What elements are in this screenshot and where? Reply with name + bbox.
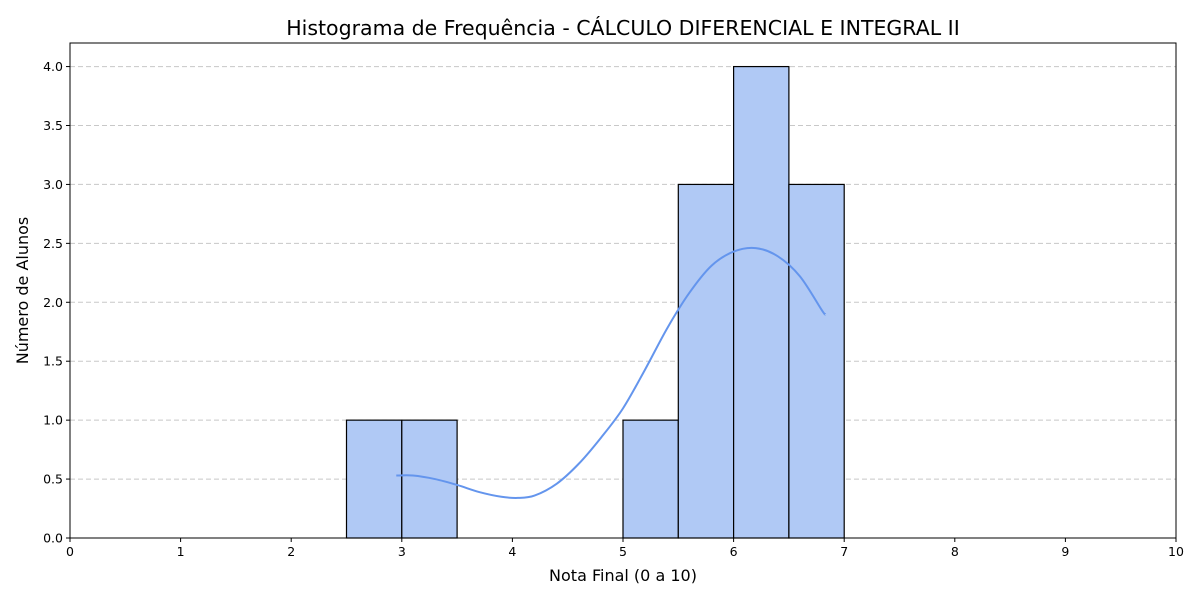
y-tick-label: 4.0 — [43, 59, 63, 74]
y-tick-label: 3.0 — [43, 177, 63, 192]
histogram-bar — [788, 183, 845, 539]
x-axis-ticks: 0 1 2 3 4 5 6 7 8 9 10 — [66, 538, 1184, 559]
y-tick-label: 3.5 — [43, 118, 63, 133]
grid-lines — [70, 66, 1176, 480]
x-tick-label: 7 — [840, 544, 848, 559]
x-tick-label: 4 — [508, 544, 516, 559]
y-axis-ticks: 0.0 0.5 1.0 1.5 2.0 2.5 3.0 3.5 4.0 — [43, 59, 70, 546]
kde-curve-layer — [396, 246, 827, 499]
y-axis-title: Número de Alunos — [13, 217, 32, 365]
y-tick-label: 2.5 — [43, 236, 63, 251]
x-tick-label: 10 — [1168, 544, 1184, 559]
histogram-bars — [345, 65, 845, 539]
x-tick-label: 8 — [951, 544, 959, 559]
x-tick-label: 5 — [619, 544, 627, 559]
histogram-bar — [677, 183, 735, 539]
x-tick-label: 6 — [730, 544, 738, 559]
y-tick-label: 1.5 — [43, 354, 63, 369]
histogram-bar — [622, 419, 679, 539]
y-tick-label: 0.5 — [43, 472, 63, 487]
x-tick-label: 3 — [398, 544, 406, 559]
x-tick-label: 1 — [177, 544, 185, 559]
kde-curve — [396, 246, 827, 499]
chart-title: Histograma de Frequência - CÁLCULO DIFER… — [286, 15, 960, 40]
x-tick-label: 0 — [66, 544, 74, 559]
histogram-bar — [345, 419, 403, 539]
histogram-bar — [732, 65, 790, 539]
x-axis-title: Nota Final (0 a 10) — [549, 566, 697, 585]
histogram-bar — [401, 419, 458, 539]
y-tick-label: 1.0 — [43, 413, 63, 428]
y-tick-label: 0.0 — [43, 531, 63, 546]
y-tick-label: 2.0 — [43, 295, 63, 310]
x-tick-label: 2 — [287, 544, 295, 559]
x-tick-label: 9 — [1061, 544, 1069, 559]
